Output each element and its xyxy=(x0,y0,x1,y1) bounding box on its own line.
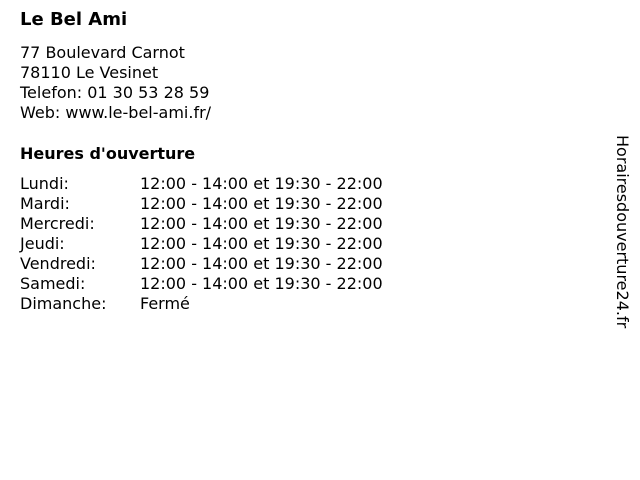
hours-table: Lundi: 12:00 - 14:00 et 19:30 - 22:00 Mar… xyxy=(20,174,383,314)
day: Vendredi: xyxy=(20,254,96,273)
time: Fermé xyxy=(140,294,190,313)
hours-row: Jeudi: 12:00 - 14:00 et 19:30 - 22:00 xyxy=(20,234,383,254)
hours-row: Lundi: 12:00 - 14:00 et 19:30 - 22:00 xyxy=(20,174,383,194)
day: Mercredi: xyxy=(20,214,95,233)
time: 12:00 - 14:00 et 19:30 - 22:00 xyxy=(140,214,383,233)
city: 78110 Le Vesinet xyxy=(20,63,159,82)
time: 12:00 - 14:00 et 19:30 - 22:00 xyxy=(140,254,383,273)
hours-title: Heures d'ouverture xyxy=(20,144,196,163)
street: 77 Boulevard Carnot xyxy=(20,43,185,62)
day: Lundi: xyxy=(20,174,69,193)
business-name: Le Bel Ami xyxy=(20,9,128,30)
address-block: 77 Boulevard Carnot 78110 Le Vesinet Tel… xyxy=(20,43,211,123)
hours-row: Dimanche: Fermé xyxy=(20,294,383,314)
website: Web: www.le-bel-ami.fr/ xyxy=(20,103,212,122)
day: Samedi: xyxy=(20,274,86,293)
time: 12:00 - 14:00 et 19:30 - 22:00 xyxy=(140,234,383,253)
day: Mardi: xyxy=(20,194,70,213)
hours-row: Mardi: 12:00 - 14:00 et 19:30 - 22:00 xyxy=(20,194,383,214)
day: Jeudi: xyxy=(20,234,65,253)
time: 12:00 - 14:00 et 19:30 - 22:00 xyxy=(140,274,383,293)
time: 12:00 - 14:00 et 19:30 - 22:00 xyxy=(140,194,383,213)
hours-row: Mercredi: 12:00 - 14:00 et 19:30 - 22:00 xyxy=(20,214,383,234)
hours-row: Vendredi: 12:00 - 14:00 et 19:30 - 22:00 xyxy=(20,254,383,274)
time: 12:00 - 14:00 et 19:30 - 22:00 xyxy=(140,174,383,193)
day: Dimanche: xyxy=(20,294,107,313)
hours-row: Samedi: 12:00 - 14:00 et 19:30 - 22:00 xyxy=(20,274,383,294)
watermark: Horairesdouverture24.fr xyxy=(613,135,632,329)
phone: Telefon: 01 30 53 28 59 xyxy=(20,83,210,102)
